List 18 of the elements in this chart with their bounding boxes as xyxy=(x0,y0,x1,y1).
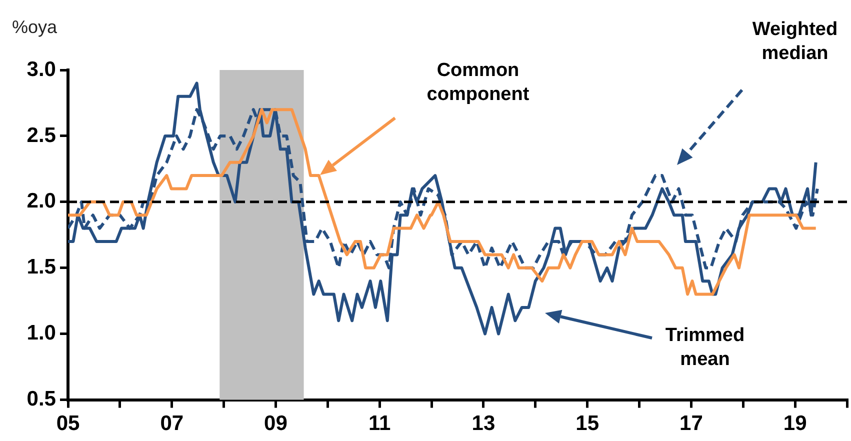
text: Weighted median xyxy=(751,18,839,66)
y-tick-label: 1.0 xyxy=(26,322,56,345)
annotation: Common component xyxy=(426,59,530,107)
y-axis-title: %oya xyxy=(12,16,58,37)
annotation: Trimmed mean xyxy=(664,324,746,372)
y-tick-label: 0.5 xyxy=(26,388,56,411)
x-tick-label: 13 xyxy=(472,412,496,436)
x-tick-label: 19 xyxy=(783,412,807,436)
x-tick-label: 07 xyxy=(160,412,184,436)
x-tick-label: 05 xyxy=(56,412,80,436)
y-tick-label: 2.5 xyxy=(26,124,56,147)
y-tick-label: 1.5 xyxy=(26,256,56,279)
x-tick-label: 15 xyxy=(576,412,600,436)
x-tick-label: 17 xyxy=(680,412,703,436)
x-tick-label: 11 xyxy=(368,412,392,436)
y-tick-label: 2.0 xyxy=(26,190,56,213)
x-tick-label: 09 xyxy=(264,412,288,436)
y-tick-label: 3.0 xyxy=(26,58,56,81)
